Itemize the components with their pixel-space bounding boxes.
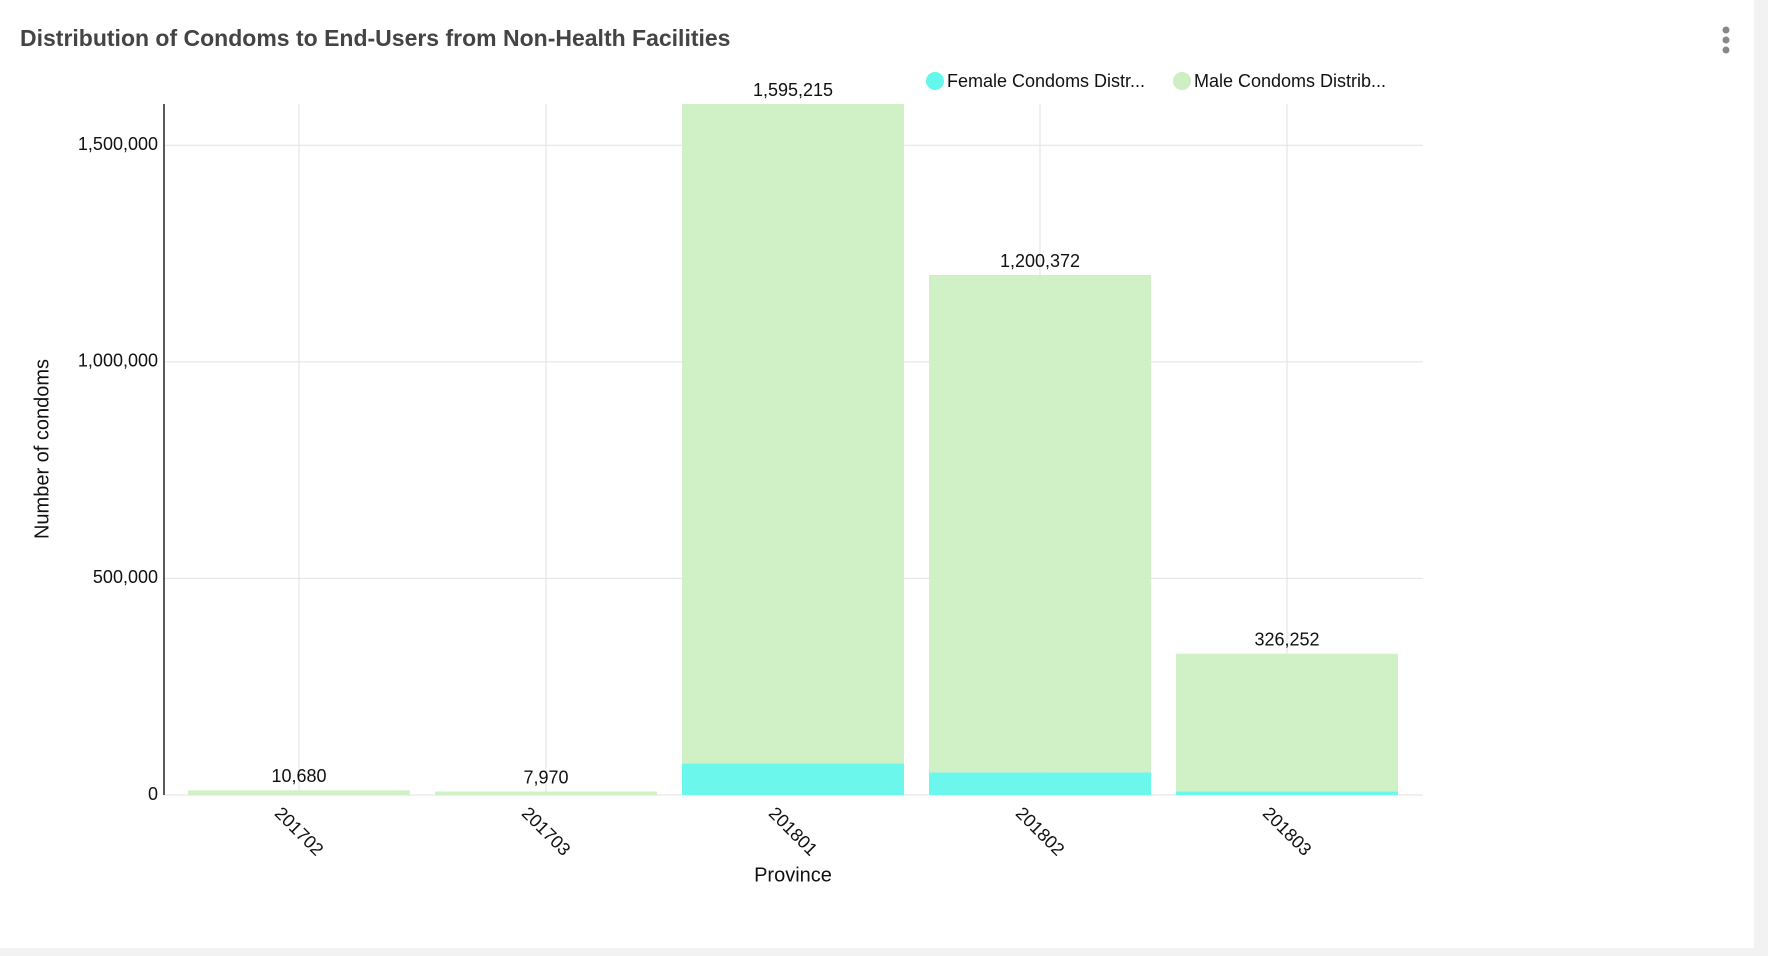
bar-segment — [929, 772, 1151, 795]
y-tick-label: 1,500,000 — [78, 134, 158, 154]
menu-dot — [1722, 36, 1730, 44]
bar-segment — [929, 275, 1151, 773]
chart-title: Distribution of Condoms to End-Users fro… — [20, 25, 730, 51]
x-axis-title: Province — [754, 864, 832, 886]
legend-swatch — [1173, 72, 1191, 90]
legend-label: Male Condoms Distrib... — [1194, 71, 1386, 91]
y-tick-label: 500,000 — [93, 567, 158, 587]
bar-segment — [1176, 653, 1398, 792]
bar-segment — [682, 763, 904, 795]
menu-icon[interactable] — [1722, 26, 1730, 54]
menu-dot — [1722, 26, 1730, 34]
legend-swatch — [926, 72, 944, 90]
bar-segment — [1176, 791, 1398, 795]
y-tick-label: 0 — [148, 784, 158, 804]
bar-segment — [188, 790, 410, 795]
total-label: 10,680 — [271, 766, 326, 786]
menu-dot — [1722, 46, 1730, 54]
total-label: 326,252 — [1254, 629, 1319, 649]
bar-segment — [435, 791, 657, 795]
total-label: 1,200,372 — [1000, 251, 1080, 271]
legend-label: Female Condoms Distr... — [947, 71, 1145, 91]
total-label: 7,970 — [523, 767, 568, 787]
total-label: 1,595,215 — [753, 80, 833, 100]
bar-segment — [682, 104, 904, 764]
y-axis-title: Number of condoms — [31, 359, 53, 539]
y-tick-label: 1,000,000 — [78, 351, 158, 371]
